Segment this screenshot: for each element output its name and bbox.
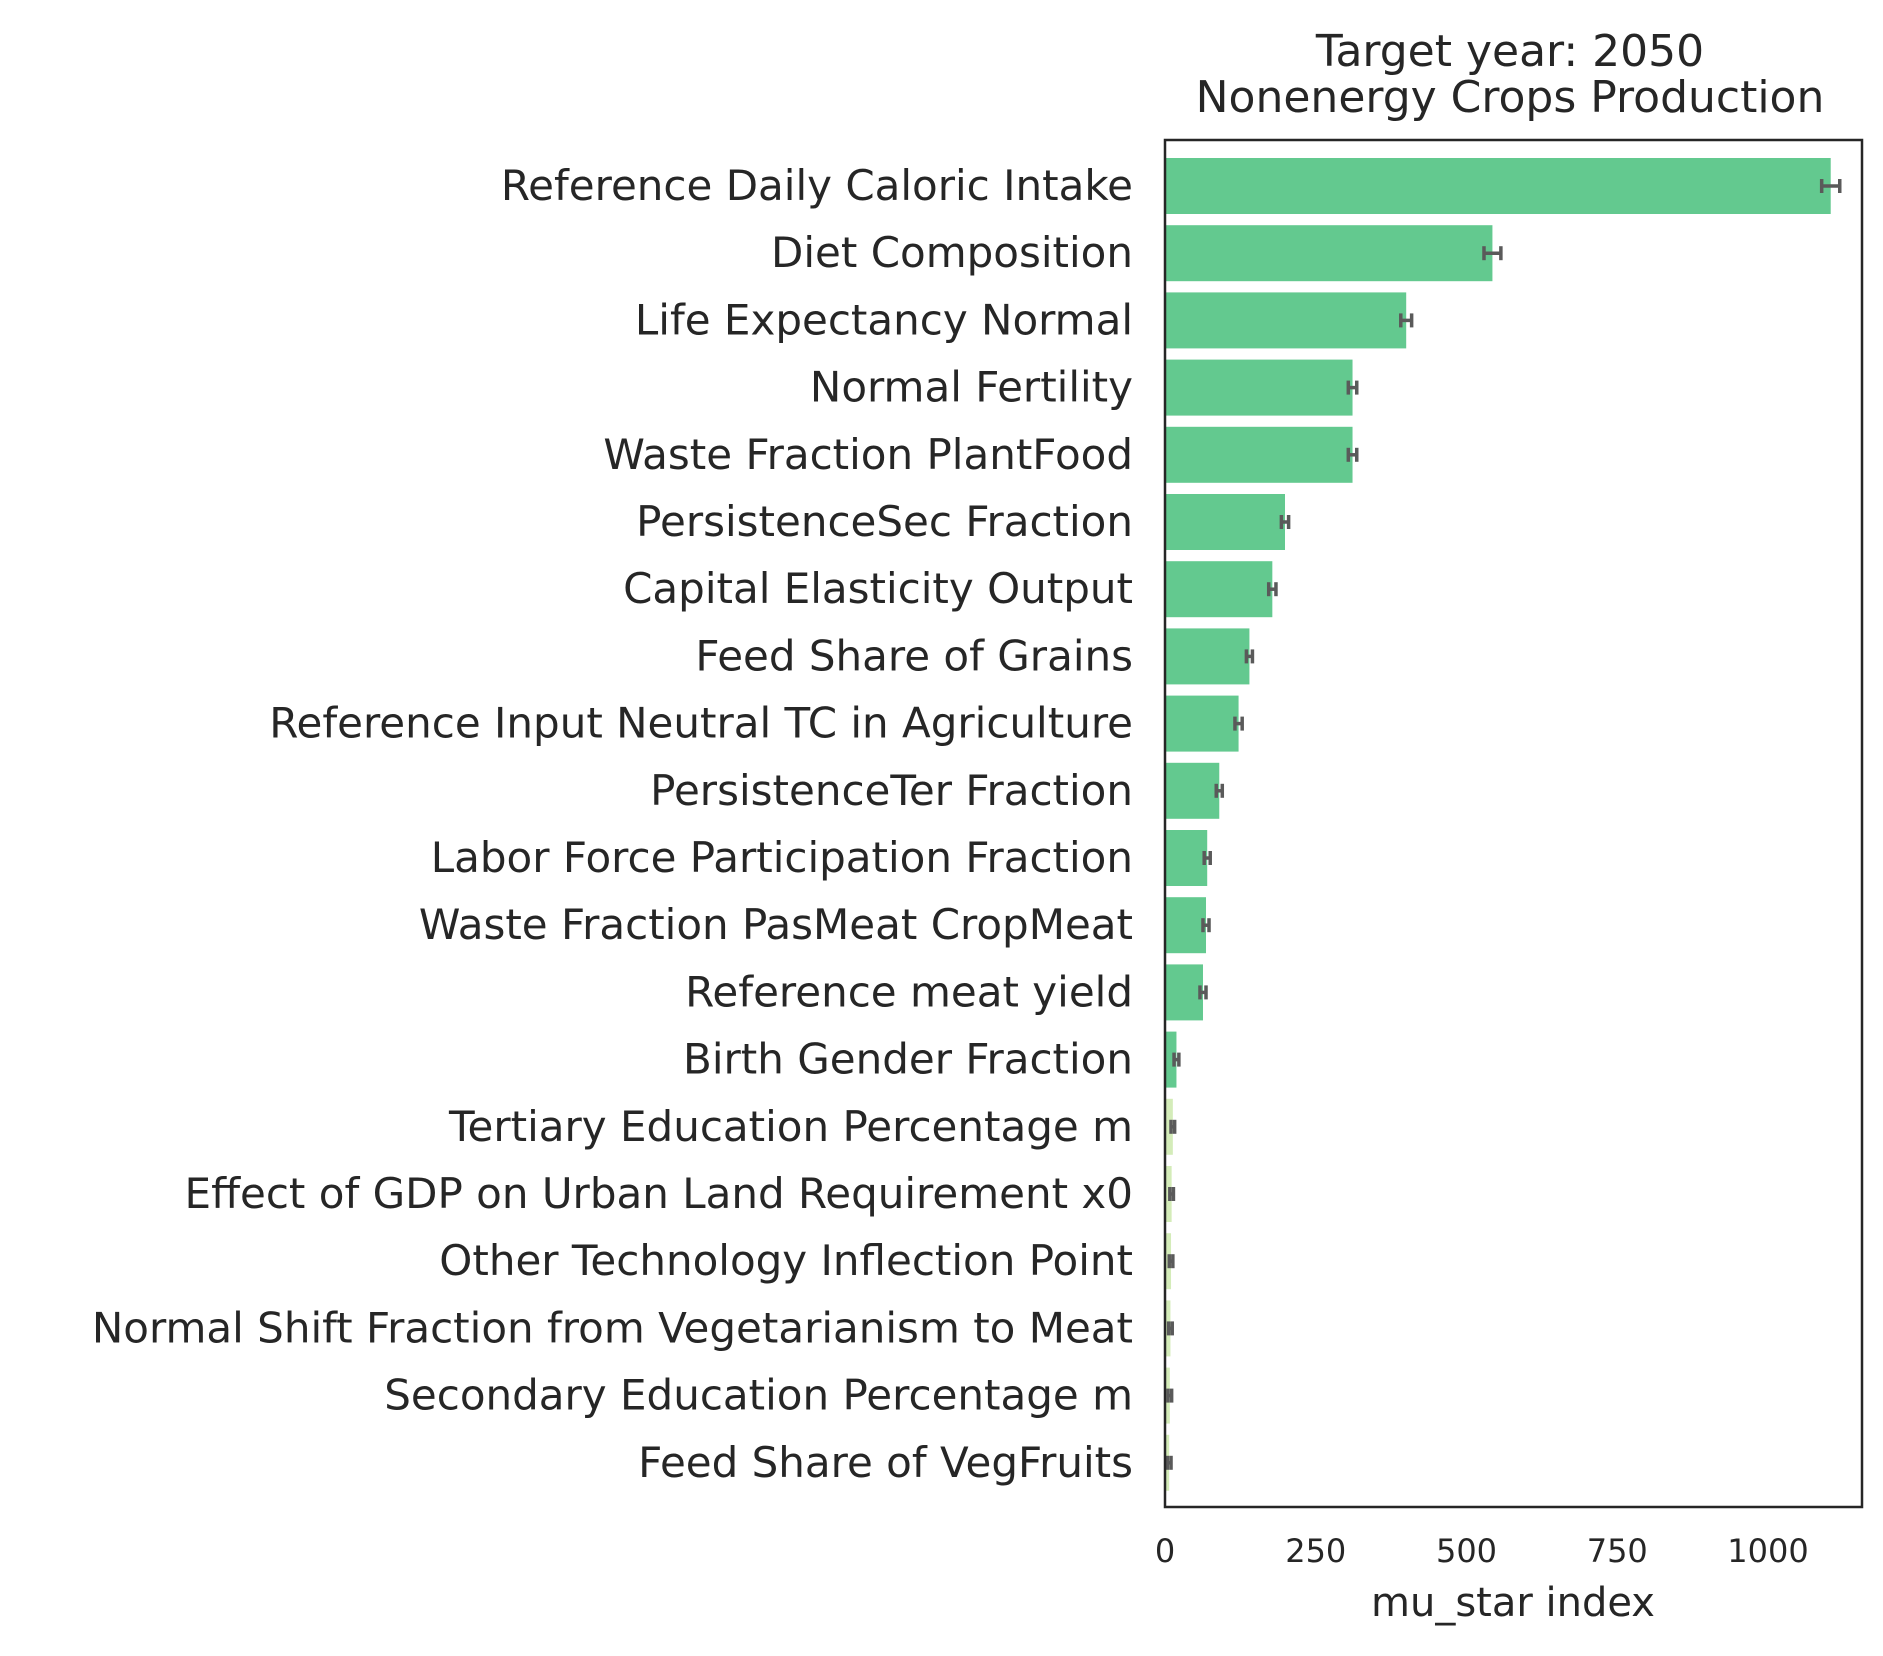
bar	[1166, 158, 1831, 214]
y-tick-label: Waste Fraction PlantFood	[603, 430, 1133, 479]
x-tick-label: 750	[1587, 1532, 1648, 1570]
error-bar	[1279, 515, 1291, 529]
error-bar	[1346, 380, 1359, 395]
bar	[1166, 897, 1207, 954]
error-bar	[1214, 783, 1225, 798]
bar	[1166, 359, 1353, 416]
x-axis-label: mu_star index	[1371, 1580, 1655, 1626]
y-tick-label: Reference Daily Caloric Intake	[501, 161, 1133, 210]
y-tick-label: Feed Share of VegFruits	[638, 1438, 1133, 1487]
x-tick-label: 1000	[1727, 1532, 1808, 1570]
y-tick-label: Feed Share of Grains	[695, 631, 1133, 680]
bar	[1166, 225, 1493, 282]
bar	[1166, 426, 1353, 483]
error-bar	[1165, 1455, 1173, 1470]
chart-title-line1: Target year: 2050	[1315, 26, 1704, 77]
error-bar	[1244, 649, 1255, 664]
error-bar	[1172, 1052, 1181, 1067]
chart-title-line2: Nonenergy Crops Production	[1196, 72, 1825, 123]
error-bar	[1198, 985, 1208, 1000]
y-tick-label: Diet Composition	[771, 228, 1133, 277]
bar	[1166, 628, 1250, 685]
error-bars-group	[1165, 179, 1842, 1470]
y-tick-label: Labor Force Participation Fraction	[431, 833, 1133, 882]
x-tick-label: 500	[1436, 1532, 1497, 1570]
y-tick-label: Reference Input Neutral TC in Agricultur…	[269, 699, 1133, 748]
y-tick-label: Waste Fraction PasMeat CropMeat	[419, 900, 1133, 949]
error-bar	[1819, 179, 1842, 193]
error-bar	[1167, 1254, 1175, 1269]
y-tick-label: PersistenceTer Fraction	[650, 766, 1133, 815]
bar	[1166, 830, 1208, 886]
y-tick-labels: Reference Daily Caloric Intake Diet Compo…	[92, 161, 1133, 1487]
error-bar	[1166, 1388, 1174, 1403]
bar	[1166, 561, 1273, 618]
bars-group	[1166, 158, 1831, 1491]
bar	[1166, 494, 1285, 550]
error-bar	[1233, 716, 1244, 731]
bar	[1166, 762, 1220, 819]
error-bar	[1169, 1119, 1177, 1134]
bar	[1166, 695, 1239, 752]
bar	[1166, 292, 1407, 349]
bar	[1166, 1031, 1177, 1088]
y-tick-label: Birth Gender Fraction	[683, 1035, 1133, 1084]
y-tick-label: Secondary Education Percentage m	[384, 1371, 1133, 1420]
x-tick-label: 250	[1285, 1532, 1346, 1570]
error-bar	[1202, 851, 1212, 865]
y-tick-label: Effect of GDP on Urban Land Requirement …	[185, 1169, 1133, 1218]
error-bar	[1168, 1187, 1176, 1201]
y-tick-label: Other Technology Inflection Point	[439, 1236, 1133, 1285]
y-tick-label: Capital Elasticity Output	[623, 564, 1133, 613]
y-tick-label: Normal Shift Fraction from Vegetarianism…	[92, 1303, 1133, 1352]
bar	[1166, 964, 1203, 1021]
plot-area-frame	[1163, 138, 1864, 1509]
error-bar	[1201, 918, 1211, 933]
y-tick-label: PersistenceSec Fraction	[636, 497, 1133, 546]
x-tick-label: 0	[1155, 1532, 1175, 1570]
error-bar	[1482, 246, 1503, 261]
y-tick-label: Reference meat yield	[685, 967, 1133, 1016]
y-tick-label: Normal Fertility	[810, 363, 1133, 412]
y-tick-label: Life Expectancy Normal	[635, 295, 1133, 344]
error-bar	[1166, 1321, 1174, 1336]
y-tick-label: Tertiary Education Percentage m	[448, 1102, 1133, 1151]
error-bar	[1266, 582, 1278, 597]
error-bar	[1399, 313, 1414, 328]
error-bar	[1346, 447, 1359, 462]
x-ticks: 0 250 500 750 1000	[1155, 1532, 1809, 1570]
